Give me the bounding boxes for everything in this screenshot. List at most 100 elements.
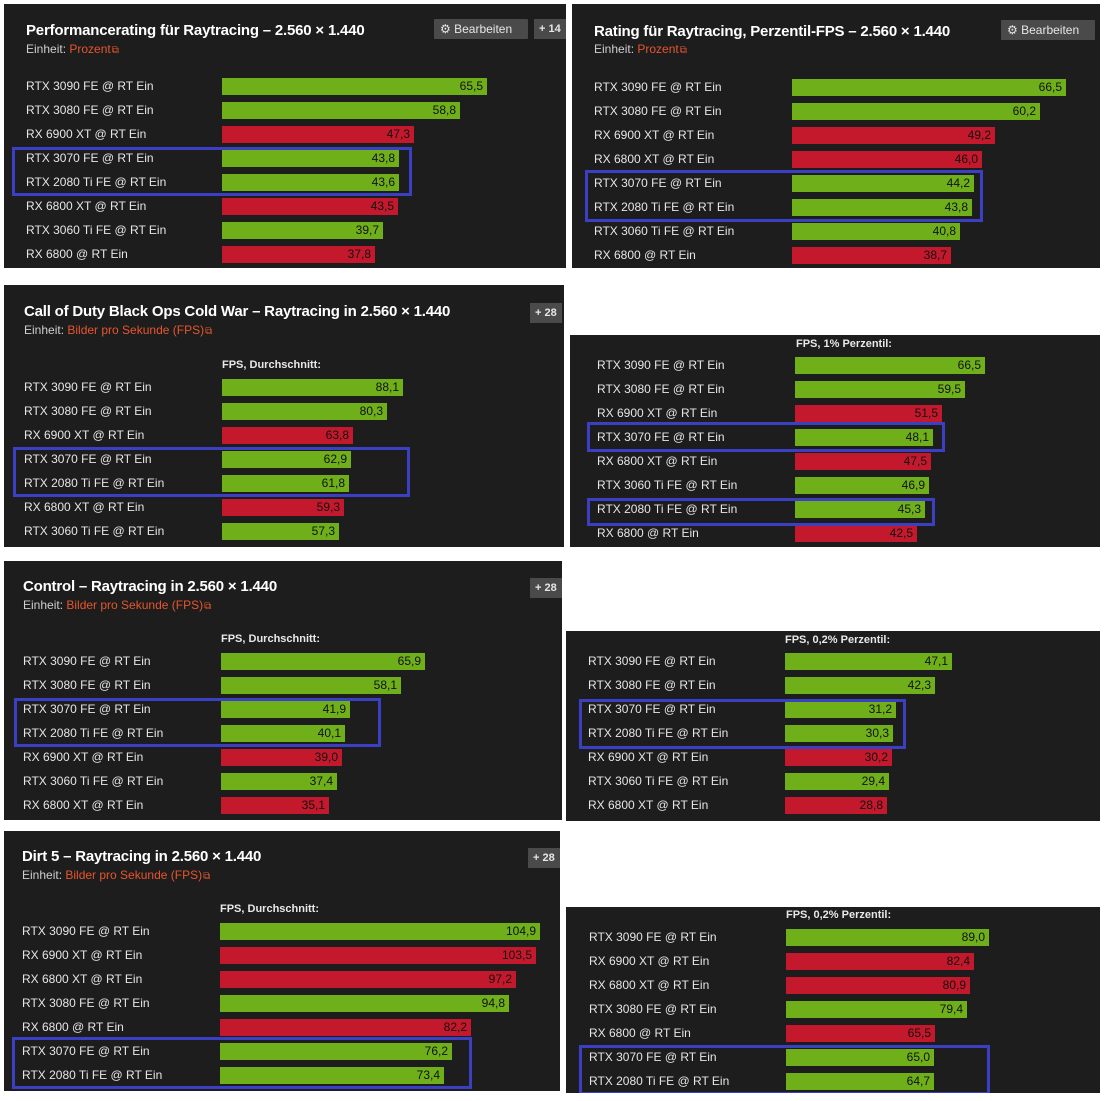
gpu-label: RTX 3090 FE @ RT Ein — [597, 358, 725, 372]
bar-value-label: 51,5 — [914, 406, 938, 420]
unit-line: Einheit: Bilder pro Sekunde (FPS)⧉ — [23, 598, 211, 612]
unit-link[interactable]: Prozent — [637, 42, 679, 56]
bar-value-label: 43,5 — [370, 199, 394, 213]
bar-value-label: 43,6 — [371, 175, 395, 189]
gpu-label: RTX 3090 FE @ RT Ein — [594, 80, 722, 94]
bar-nvidia: 104,9 — [220, 923, 540, 940]
gpu-label: RX 6900 XT @ RT Ein — [26, 127, 147, 141]
highlight-box — [12, 147, 412, 196]
gpu-label: RTX 3070 FE @ RT Ein — [588, 702, 716, 716]
bar-value-label: 60,2 — [1012, 104, 1036, 118]
unit-link[interactable]: Bilder pro Sekunde (FPS) — [67, 323, 205, 337]
unit-prefix: Einheit: — [24, 323, 68, 337]
gpu-label: RX 6800 XT @ RT Ein — [22, 972, 143, 986]
gpu-label: RX 6800 XT @ RT Ein — [589, 978, 710, 992]
gpu-label: RX 6900 XT @ RT Ein — [597, 406, 718, 420]
gpu-label: RX 6800 @ RT Ein — [594, 248, 696, 262]
bar-value-label: 40,8 — [932, 224, 956, 238]
metric-subtitle: FPS, Durchschnitt: — [221, 633, 321, 645]
chart-panel-5: Control – Raytracing in 2.560 × 1.440 Ein… — [4, 561, 562, 820]
bar-value-label: 59,5 — [937, 382, 961, 396]
bar-nvidia: 60,2 — [792, 103, 1040, 120]
bar-value-label: 42,3 — [907, 678, 931, 692]
gpu-label: RTX 3080 FE @ RT Ein — [26, 103, 154, 117]
gpu-label: RTX 3080 FE @ RT Ein — [597, 382, 725, 396]
unit-link[interactable]: Bilder pro Sekunde (FPS) — [66, 598, 204, 612]
bar-nvidia: 40,8 — [792, 223, 960, 240]
bar-value-label: 45,3 — [897, 502, 921, 516]
gpu-label: RX 6800 XT @ RT Ein — [594, 152, 715, 166]
bar-amd: 42,5 — [795, 525, 917, 542]
bar-value-label: 47,1 — [924, 654, 948, 668]
gpu-label: RTX 2080 Ti FE @ RT Ein — [597, 502, 738, 516]
gear-icon: ⚙ — [1007, 23, 1022, 37]
highlight-box — [579, 1045, 990, 1093]
bar-value-label: 80,9 — [942, 978, 966, 992]
bar-nvidia: 39,7 — [222, 222, 383, 239]
add-comparison-button[interactable]: + 14 — [534, 19, 566, 39]
gpu-label: RTX 2080 Ti FE @ RT Ein — [594, 200, 735, 214]
gpu-label: RX 6900 XT @ RT Ein — [22, 948, 143, 962]
unit-link[interactable]: Bilder pro Sekunde (FPS) — [65, 868, 203, 882]
unit-line: Einheit: Bilder pro Sekunde (FPS)⧉ — [22, 868, 210, 882]
external-link-icon: ⧉ — [204, 601, 212, 612]
bar-nvidia: 65,5 — [222, 78, 487, 95]
bar-amd: 30,2 — [785, 749, 892, 766]
bar-nvidia: 44,2 — [792, 175, 974, 192]
gpu-label: RTX 2080 Ti FE @ RT Ein — [589, 1074, 730, 1088]
bar-nvidia: 48,1 — [795, 429, 933, 446]
bar-value-label: 63,8 — [325, 428, 349, 442]
bar-value-label: 65,0 — [906, 1050, 930, 1064]
unit-prefix: Einheit: — [26, 42, 70, 56]
bar-nvidia: 58,8 — [222, 102, 460, 119]
bar-nvidia: 41,9 — [221, 701, 350, 718]
gpu-label: RX 6800 XT @ RT Ein — [588, 798, 709, 812]
gear-icon: ⚙ — [440, 22, 455, 36]
unit-prefix: Einheit: — [594, 42, 638, 56]
bar-value-label: 82,4 — [946, 954, 970, 968]
add-comparison-button[interactable]: + 28 — [528, 848, 560, 868]
bar-nvidia: 79,4 — [786, 1001, 967, 1018]
metric-subtitle: FPS, 0,2% Perzentil: — [786, 909, 892, 921]
bar-value-label: 39,7 — [355, 223, 379, 237]
bar-amd: 46,0 — [792, 151, 982, 168]
gpu-label: RTX 2080 Ti FE @ RT Ein — [23, 726, 164, 740]
bar-nvidia: 58,1 — [221, 677, 401, 694]
bar-amd: 47,5 — [795, 453, 931, 470]
edit-button[interactable]: ⚙ Bearbeiten — [434, 19, 528, 39]
chart-panel-6: FPS, 0,2% Perzentil: RTX 3090 FE @ RT Ein… — [566, 631, 1100, 821]
gpu-label: RX 6800 XT @ RT Ein — [23, 798, 144, 812]
bar-value-label: 57,3 — [311, 524, 335, 538]
bar-nvidia: 66,5 — [795, 357, 985, 374]
bar-nvidia: 43,8 — [792, 199, 972, 216]
gpu-label: RTX 3060 Ti FE @ RT Ein — [26, 223, 167, 237]
unit-line: Einheit: Prozent⧉ — [594, 42, 687, 56]
gpu-label: RX 6800 @ RT Ein — [597, 526, 699, 540]
bar-amd: 65,5 — [786, 1025, 935, 1042]
gpu-label: RTX 2080 Ti FE @ RT Ein — [22, 1068, 163, 1082]
gpu-label: RTX 3070 FE @ RT Ein — [26, 151, 154, 165]
edit-button[interactable]: ⚙ Bearbeiten — [1001, 20, 1095, 40]
bar-amd: 97,2 — [220, 971, 516, 988]
bar-amd: 35,1 — [221, 797, 329, 814]
bar-nvidia: 62,9 — [222, 451, 351, 468]
bar-nvidia: 37,4 — [221, 773, 337, 790]
highlight-box — [13, 447, 410, 497]
chart-title: Rating für Raytracing, Perzentil-FPS – 2… — [594, 23, 950, 40]
add-comparison-button[interactable]: + 28 — [530, 578, 562, 598]
bar-value-label: 46,9 — [901, 478, 925, 492]
add-comparison-button[interactable]: + 28 — [530, 303, 562, 323]
bar-value-label: 30,2 — [864, 750, 888, 764]
gpu-label: RTX 3070 FE @ RT Ein — [589, 1050, 717, 1064]
gpu-label: RX 6800 @ RT Ein — [22, 1020, 124, 1034]
bar-value-label: 43,8 — [944, 200, 968, 214]
highlight-box — [12, 1037, 472, 1089]
gpu-label: RTX 3080 FE @ RT Ein — [22, 996, 150, 1010]
bar-value-label: 38,7 — [923, 248, 947, 262]
unit-link[interactable]: Prozent — [69, 42, 111, 56]
gpu-label: RX 6800 @ RT Ein — [26, 247, 128, 261]
bar-amd: 59,3 — [222, 499, 344, 516]
bar-nvidia: 47,1 — [785, 653, 952, 670]
bar-amd: 82,2 — [220, 1019, 471, 1036]
bar-value-label: 97,2 — [488, 972, 512, 986]
